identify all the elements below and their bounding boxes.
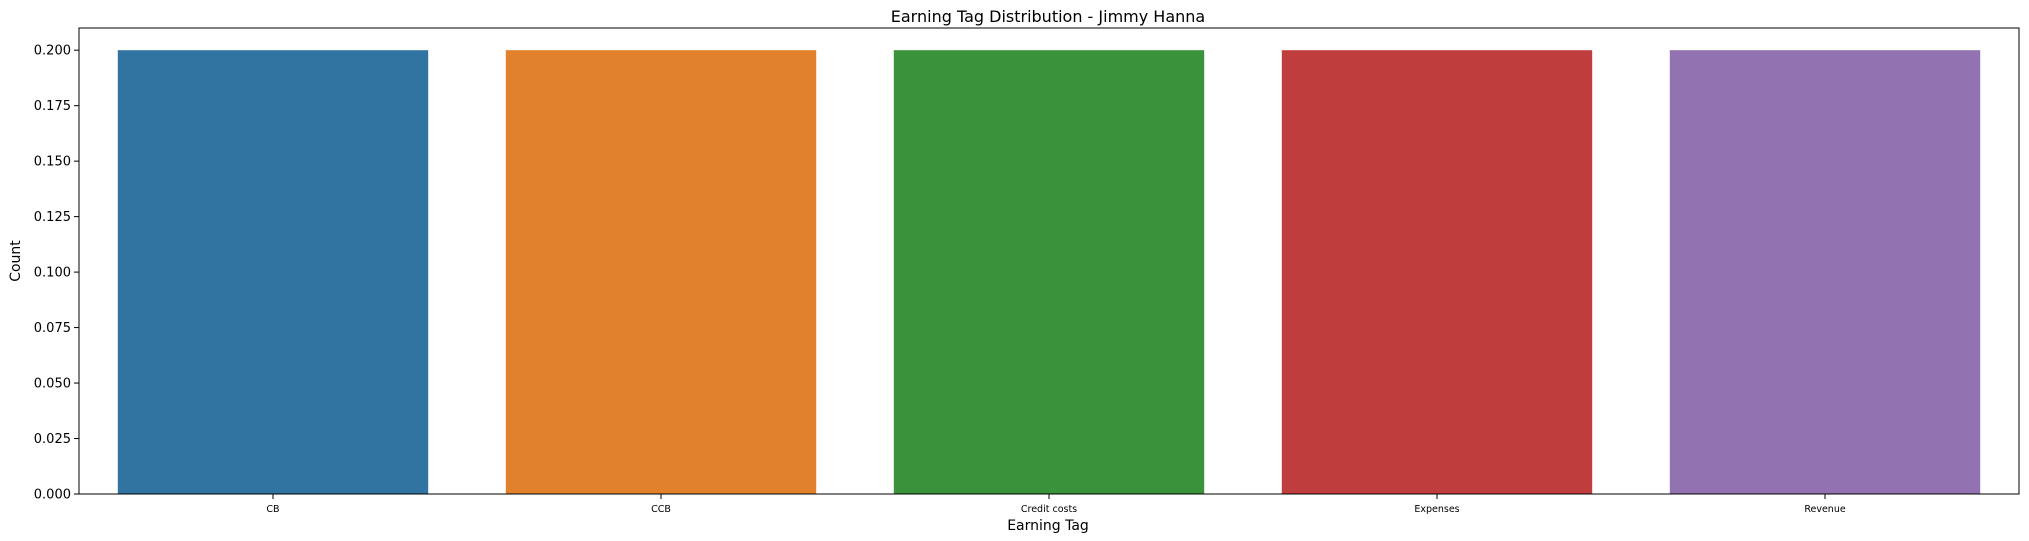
y-tick-label: 0.200 — [34, 44, 71, 59]
bar-expenses — [1281, 50, 1593, 494]
chart-title: Earning Tag Distribution - Jimmy Hanna — [891, 7, 1205, 26]
y-tick-label: 0.050 — [34, 377, 71, 392]
y-tick-label: 0.000 — [34, 488, 71, 503]
x-tick-label: CCB — [651, 504, 671, 515]
y-tick-label: 0.100 — [34, 266, 71, 281]
bar-revenue — [1669, 50, 1981, 494]
x-axis-ticks: CB CCB Credit costs Expenses Revenue — [266, 494, 1846, 515]
x-tick-label: CB — [266, 504, 279, 515]
y-tick-label: 0.075 — [34, 321, 71, 336]
y-tick-label: 0.125 — [34, 210, 71, 225]
bar-cb — [117, 50, 429, 494]
y-tick-label: 0.025 — [34, 432, 71, 447]
x-tick-label: Revenue — [1804, 504, 1846, 515]
bar-credit-costs — [893, 50, 1205, 494]
y-axis-ticks: 0.000 0.025 0.050 0.075 0.100 0.125 0.150 0.175… — [34, 44, 79, 503]
x-axis-label: Earning Tag — [1007, 518, 1089, 534]
y-axis-label: Count — [8, 240, 24, 282]
x-tick-label: Expenses — [1414, 504, 1459, 515]
bar-ccb — [505, 50, 817, 494]
plot-frame — [78, 27, 2020, 495]
y-tick-label: 0.175 — [34, 99, 71, 114]
x-tick-label: Credit costs — [1021, 504, 1077, 515]
bars-group — [117, 50, 1981, 494]
y-tick-label: 0.150 — [34, 155, 71, 170]
